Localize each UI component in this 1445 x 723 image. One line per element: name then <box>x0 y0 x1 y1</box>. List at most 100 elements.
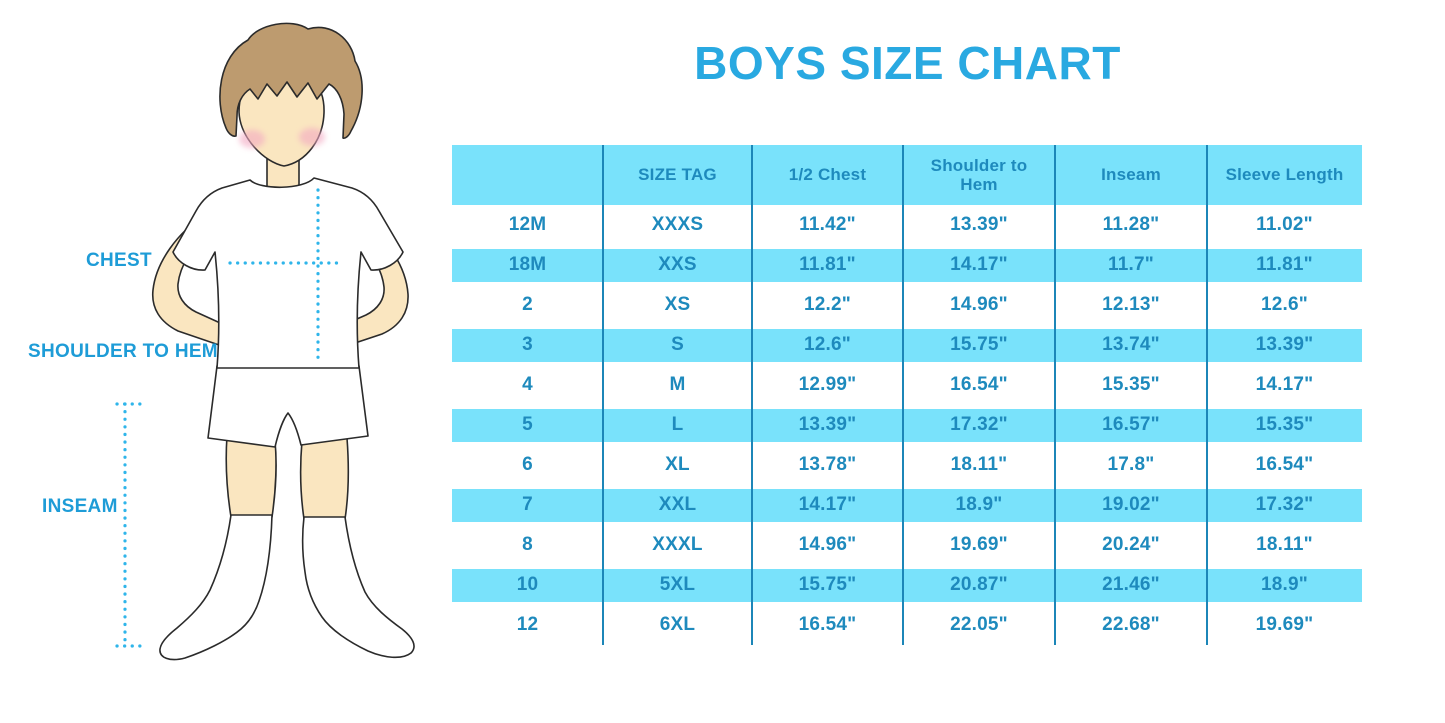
table-cell: 16.54" <box>798 614 857 635</box>
table-cell: 12.2" <box>804 294 851 315</box>
table-row: 3 S 12.6" 15.75" 13.74" 13.39" <box>452 325 1362 365</box>
table-cell: 12.13" <box>1102 294 1160 315</box>
column-header: Shoulder to Hem <box>930 155 1028 194</box>
table-cell: 18.11" <box>950 454 1008 475</box>
table-cell: 18.11" <box>1256 534 1313 555</box>
table-cell: 11.02" <box>1256 214 1313 235</box>
table-cell: 15.75" <box>950 334 1008 355</box>
table-cell: 22.05" <box>950 614 1008 635</box>
table-row: 2 XS 12.2" 14.96" 12.13" 12.6" <box>452 285 1362 325</box>
table-cell: 12.6" <box>804 334 851 355</box>
boy-shorts <box>207 365 369 448</box>
table-cell: XXL <box>658 494 697 515</box>
table-cell: 14.96" <box>950 294 1008 315</box>
table-cell: 5XL <box>659 574 696 595</box>
table-cell: 11.81" <box>799 254 856 275</box>
table-cell: 6 <box>522 454 533 475</box>
table-cell: 14.17" <box>1255 374 1314 395</box>
table-cell: 15.35" <box>1255 414 1314 435</box>
table-cell: 11.7" <box>1108 254 1154 275</box>
table-cell: 18.9" <box>955 494 1003 515</box>
table-cell: 17.32" <box>1255 494 1314 515</box>
table-cell: 11.42" <box>799 214 856 235</box>
table-cell: M <box>669 374 686 395</box>
table-cell: 7 <box>522 494 533 515</box>
table-cell: 21.46" <box>1102 574 1160 595</box>
table-row: 4 M 12.99" 16.54" 15.35" 14.17" <box>452 365 1362 405</box>
table-cell: 16.54" <box>950 374 1008 395</box>
table-row: 7 XXL 14.17" 18.9" 19.02" 17.32" <box>452 485 1362 525</box>
column-separator <box>902 145 904 645</box>
table-row: 8 XXXL 14.96" 19.69" 20.24" 18.11" <box>452 525 1362 565</box>
table-row: 6 XL 13.78" 18.11" 17.8" 16.54" <box>452 445 1362 485</box>
table-row: 12M XXXS 11.42" 13.39" 11.28" 11.02" <box>452 205 1362 245</box>
table-cell: 16.57" <box>1102 414 1160 435</box>
column-separator <box>1054 145 1056 645</box>
table-cell: 12 <box>516 614 539 635</box>
column-header: SIZE TAG <box>638 165 717 185</box>
table-cell: 3 <box>522 334 533 355</box>
table-body: 12M XXXS 11.42" 13.39" 11.28" 11.02" 18M XXS 11.… <box>452 205 1362 645</box>
boy-right-sock <box>301 516 415 659</box>
table-cell: 20.87" <box>950 574 1008 595</box>
page-title: BOYS SIZE CHART <box>694 37 1121 89</box>
table-cell: 8 <box>522 534 533 555</box>
boy-illustration <box>115 22 415 661</box>
table-cell: 4 <box>522 374 533 395</box>
column-separator <box>751 145 753 645</box>
table-cell: 15.35" <box>1102 374 1160 395</box>
table-cell: 19.69" <box>950 534 1008 555</box>
table-cell: 13.74" <box>1102 334 1160 355</box>
table-cell: 2 <box>522 294 533 315</box>
table-header-row: SIZE TAG 1/2 Chest Shoulder to Hem Inseam Sl… <box>452 145 1362 205</box>
shoulder-to-hem-label: SHOULDER TO HEM <box>28 341 218 362</box>
column-header: 1/2 Chest <box>788 165 867 185</box>
table-cell: S <box>671 334 684 355</box>
table-cell: 11.81" <box>1256 254 1313 275</box>
table-cell: 19.02" <box>1102 494 1160 515</box>
table-cell: 17.8" <box>1107 454 1155 475</box>
boy-left-leg <box>225 435 277 518</box>
table-cell: 13.39" <box>950 214 1008 235</box>
column-header: Sleeve Length <box>1225 165 1344 185</box>
table-cell: XXXS <box>651 214 704 235</box>
table-cell: 14.17" <box>798 494 857 515</box>
column-separator <box>602 145 604 645</box>
boy-right-leg <box>299 437 350 520</box>
table-cell: 11.28" <box>1102 214 1160 235</box>
size-chart-table: SIZE TAG 1/2 Chest Shoulder to Hem Inseam Sl… <box>452 145 1362 645</box>
table-cell: 13.39" <box>798 414 857 435</box>
table-cell: 16.54" <box>1255 454 1314 475</box>
table-cell: 20.24" <box>1102 534 1160 555</box>
table-cell: 13.78" <box>798 454 857 475</box>
table-cell: 18M <box>508 254 547 275</box>
table-row: 10 5XL 15.75" 20.87" 21.46" 18.9" <box>452 565 1362 605</box>
table-cell: 10 <box>516 574 539 595</box>
table-cell: 19.69" <box>1255 614 1314 635</box>
table-row: 5 L 13.39" 17.32" 16.57" 15.35" <box>452 405 1362 445</box>
table-cell: 13.39" <box>1255 334 1314 355</box>
table-cell: 14.96" <box>798 534 857 555</box>
boy-left-sock <box>159 514 273 661</box>
table-cell: 12.99" <box>798 374 857 395</box>
table-row: 12 6XL 16.54" 22.05" 22.68" 19.69" <box>452 605 1362 645</box>
table-cell: 12.6" <box>1261 294 1308 315</box>
table-cell: 22.68" <box>1102 614 1160 635</box>
table-cell: 6XL <box>659 614 696 635</box>
table-cell: XXS <box>658 254 697 275</box>
boy-shirt <box>172 177 404 369</box>
table-cell: 17.32" <box>950 414 1008 435</box>
table-cell: L <box>671 414 684 435</box>
table-cell: 15.75" <box>798 574 857 595</box>
column-separator <box>1206 145 1208 645</box>
table-cell: XS <box>664 294 691 315</box>
table-row: 18M XXS 11.81" 14.17" 11.7" 11.81" <box>452 245 1362 285</box>
table-cell: 12M <box>508 214 547 235</box>
table-cell: 18.9" <box>1261 574 1308 595</box>
inseam-label: INSEAM <box>42 496 118 517</box>
chest-label: CHEST <box>86 250 152 271</box>
boy-blush <box>239 128 325 148</box>
boy-hair <box>219 22 363 139</box>
table-cell: 14.17" <box>950 254 1008 275</box>
